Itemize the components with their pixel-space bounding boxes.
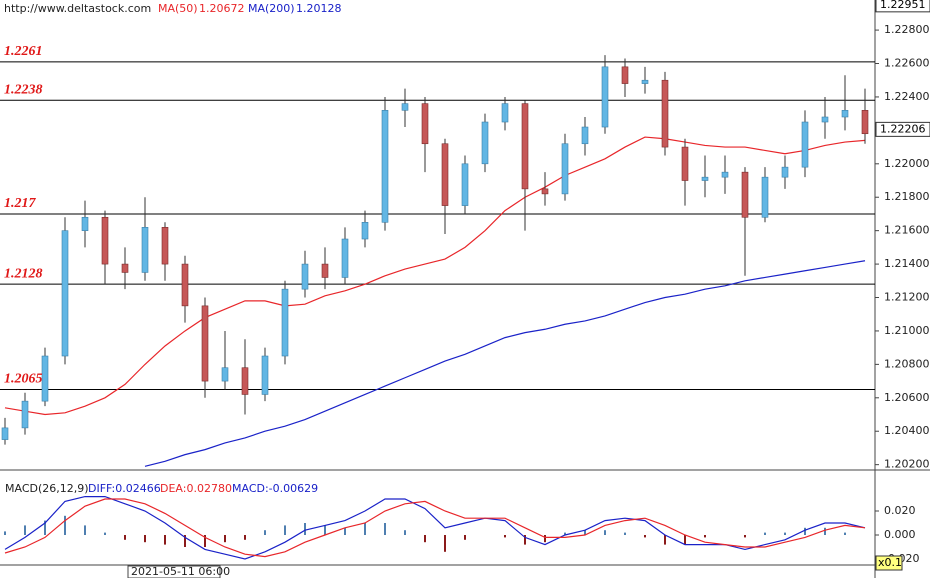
current-price: 1.22206	[880, 122, 926, 135]
level-label: 1.2238	[4, 83, 43, 98]
y-tick-label: 0.000	[884, 528, 916, 541]
y-tick-label: 1.22800	[884, 23, 930, 36]
cursor-date: 2021-05-11 06:00	[131, 565, 230, 578]
candle-body	[1, 427, 9, 440]
candle-body	[581, 126, 589, 145]
candle-body	[181, 263, 189, 307]
level-label: 1.2128	[4, 266, 43, 281]
y-tick-label: 1.22000	[884, 157, 930, 170]
ma-legend: MA(200)	[248, 2, 295, 15]
candle-body	[361, 222, 369, 240]
candle-body	[521, 103, 529, 190]
candle-body	[121, 263, 129, 273]
macd-legend: MACD:-0.00629	[232, 482, 318, 495]
ma-legend-value: 1.20672	[199, 2, 245, 15]
ma-legend-value: 1.20128	[296, 2, 342, 15]
candle-body	[281, 288, 289, 357]
candle-body	[621, 66, 629, 84]
candle-body	[321, 263, 329, 278]
high-marker-box	[875, 0, 930, 13]
line-series	[4, 498, 866, 558]
candle-body	[641, 79, 649, 84]
scale-label: x0.1	[878, 556, 902, 569]
y-tick-label: 1.22600	[884, 57, 930, 70]
candle-body	[141, 227, 149, 273]
y-tick-label: 1.21000	[884, 324, 930, 337]
candle-body	[601, 66, 609, 128]
axes: 1.228001.226001.224001.222001.220001.218…	[875, 0, 930, 571]
candle-body	[841, 110, 849, 118]
candle-body	[861, 110, 869, 135]
level-label: 1.2065	[4, 372, 43, 387]
candle-body	[421, 103, 429, 145]
candle-body	[21, 400, 29, 429]
cursor-date-box	[127, 565, 221, 578]
candle-body	[661, 79, 669, 148]
macd-title: MACD(26,12,9)	[5, 482, 89, 495]
candle-body	[101, 216, 109, 265]
level-label: 1.217	[4, 196, 37, 211]
candle-body	[461, 163, 469, 206]
candle-body	[81, 216, 89, 231]
diff-legend: DIFF:0.02466	[88, 482, 161, 495]
candle-body	[821, 116, 829, 123]
candle-body	[681, 146, 689, 181]
candle-body	[761, 176, 769, 218]
candle-body	[201, 305, 209, 382]
candle-body	[221, 367, 229, 382]
candle-body	[341, 238, 349, 278]
candle-body	[61, 230, 69, 357]
candle-body	[701, 176, 709, 181]
y-tick-label: 1.21200	[884, 291, 930, 304]
candle-body	[401, 103, 409, 111]
y-tick-label: 1.20200	[884, 458, 930, 471]
candle-body	[241, 367, 249, 395]
scale-box	[875, 555, 903, 571]
candle-body	[541, 188, 549, 195]
y-tick-label: 1.22400	[884, 90, 930, 103]
level-label: 1.2261	[4, 44, 43, 59]
candle-body	[261, 355, 269, 395]
source-url: http://www.deltastock.com	[4, 2, 151, 15]
y-tick-label: 1.21400	[884, 257, 930, 270]
candle-body	[381, 110, 389, 223]
line-series	[144, 260, 866, 467]
candle-body	[161, 227, 169, 265]
y-tick-label: 0.020	[884, 504, 916, 517]
main-plot	[0, 55, 875, 467]
candle-body	[481, 121, 489, 165]
candle-body	[41, 355, 49, 402]
candle-body	[561, 143, 569, 195]
y-tick-label: 1.20400	[884, 424, 930, 437]
candle-body	[741, 171, 749, 218]
candle-body	[721, 171, 729, 178]
candle-body	[781, 166, 789, 178]
y-tick-label: 1.21600	[884, 224, 930, 237]
y-tick-label: 1.20800	[884, 357, 930, 370]
y-tick-label: 1.20600	[884, 391, 930, 404]
macd-plot	[4, 496, 866, 560]
candle-body	[801, 121, 809, 168]
candle-body	[501, 103, 509, 123]
dea-legend: DEA:0.02780	[160, 482, 232, 495]
y-tick-label: 1.21800	[884, 190, 930, 203]
candle-body	[301, 263, 309, 290]
high-marker: 1.22951	[880, 0, 926, 11]
line-series	[4, 136, 866, 416]
candle-body	[441, 143, 449, 206]
ma-legend: MA(50)	[158, 2, 198, 15]
current-price-box	[875, 121, 930, 137]
